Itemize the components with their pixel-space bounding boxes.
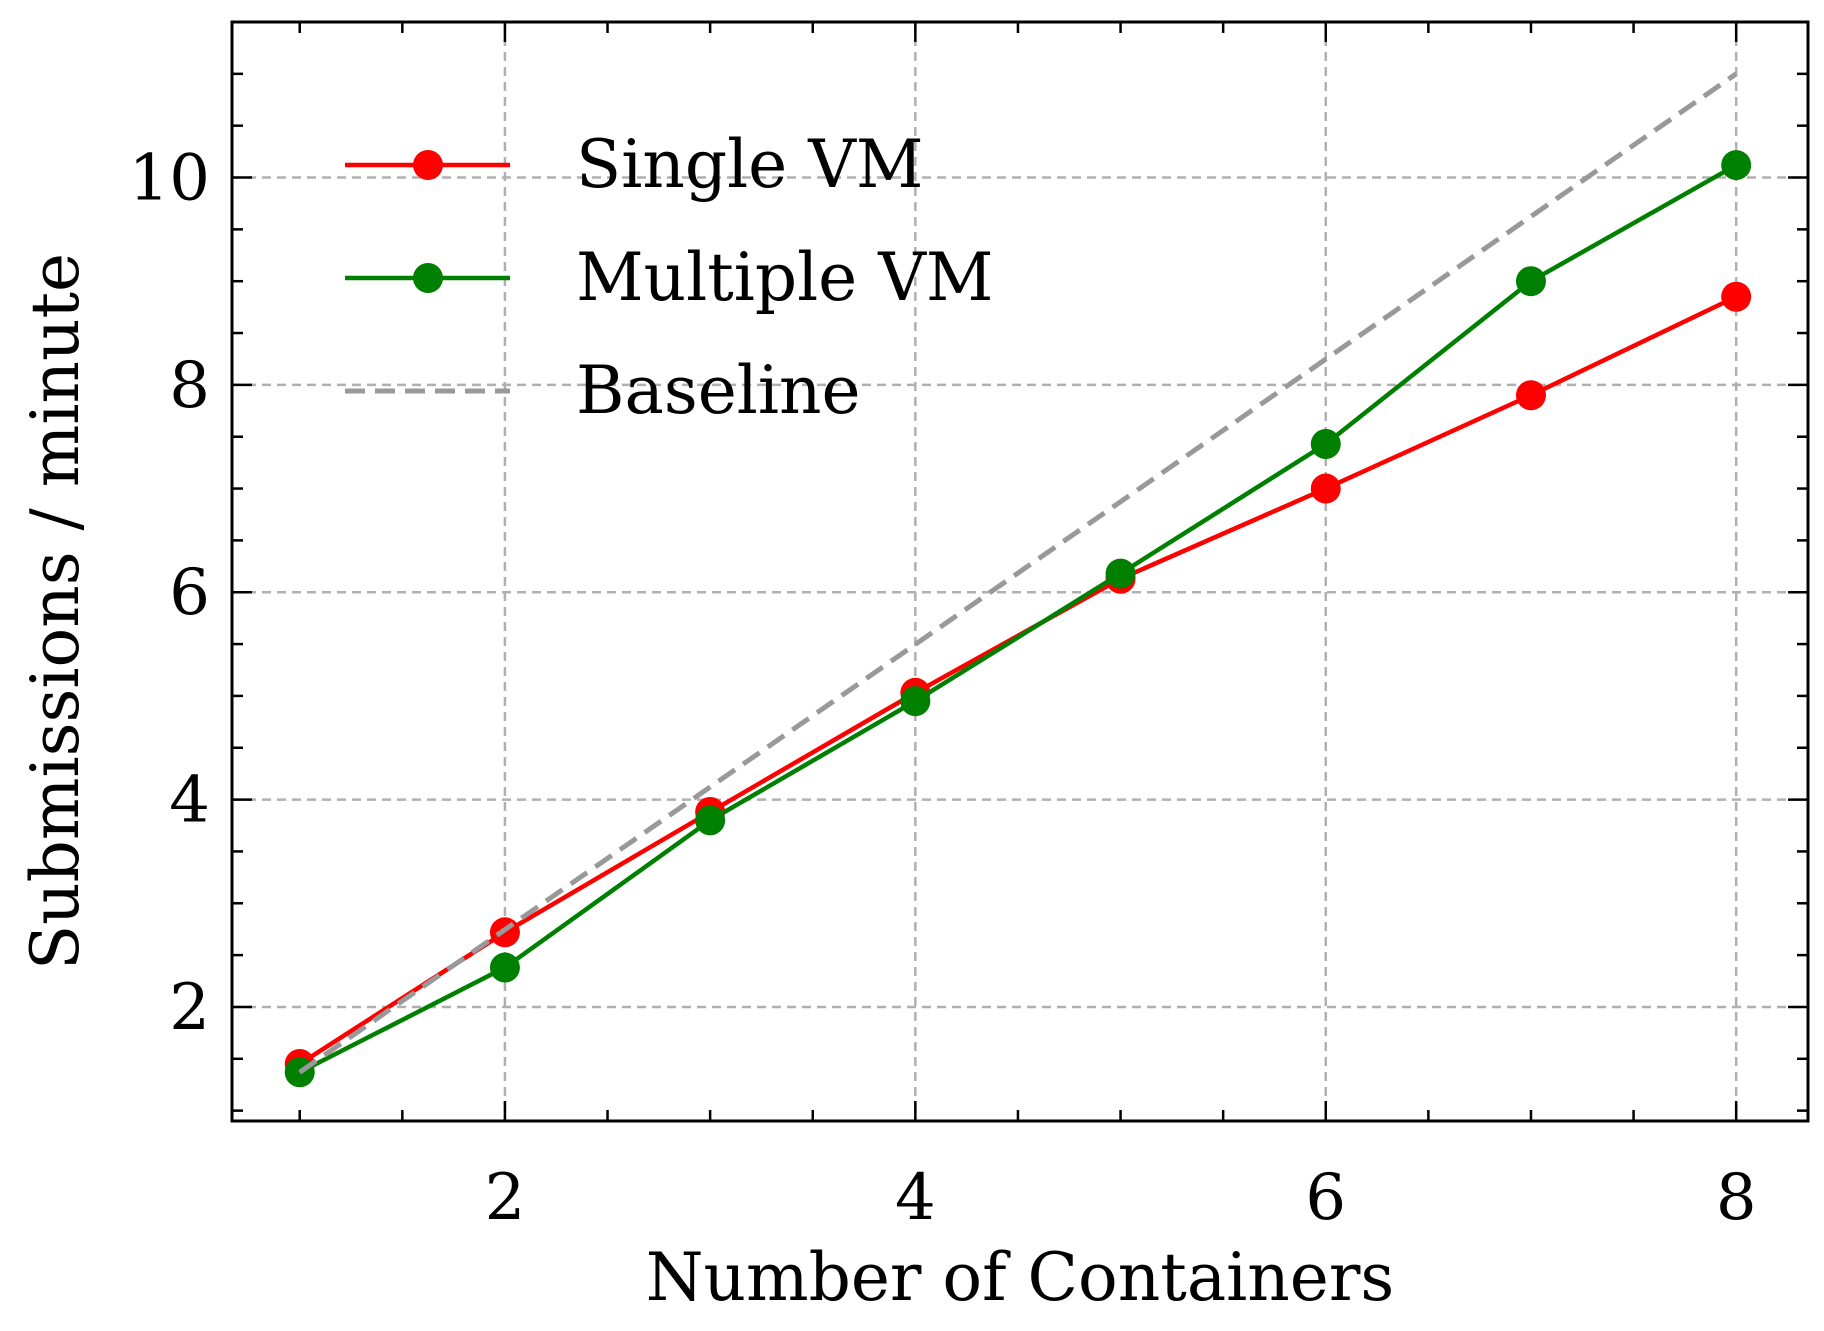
legend-item-baseline: Baseline bbox=[345, 352, 861, 429]
y-tick-label: 6 bbox=[169, 556, 210, 630]
data-point-multiple-vm bbox=[1105, 558, 1136, 589]
grid bbox=[232, 22, 1808, 1121]
x-tick-label: 6 bbox=[1305, 1161, 1346, 1235]
data-point-multiple-vm bbox=[695, 805, 726, 836]
data-point-single-vm bbox=[1515, 380, 1546, 411]
x-axis-title: Number of Containers bbox=[646, 1239, 1395, 1316]
data-point-multiple-vm bbox=[900, 686, 931, 717]
legend-swatch-marker bbox=[413, 263, 443, 293]
y-axis-title: Submissions / minute bbox=[17, 253, 94, 970]
data-point-multiple-vm bbox=[1310, 428, 1341, 459]
legend-label: Single VM bbox=[576, 126, 923, 203]
data-point-single-vm bbox=[1721, 281, 1752, 312]
series-layer bbox=[284, 71, 1752, 1088]
y-tick-label: 4 bbox=[169, 764, 210, 838]
data-point-single-vm bbox=[1310, 473, 1341, 504]
y-tick-label: 2 bbox=[169, 971, 210, 1045]
data-point-multiple-vm bbox=[1721, 150, 1752, 181]
data-point-multiple-vm bbox=[489, 952, 520, 983]
data-point-multiple-vm bbox=[1515, 266, 1546, 297]
y-tick-label: 10 bbox=[129, 142, 210, 216]
x-tick-label: 8 bbox=[1716, 1161, 1757, 1235]
series-line-multiple-vm bbox=[298, 163, 1738, 1075]
series-line-single-vm bbox=[298, 294, 1738, 1066]
legend-item-single-vm: Single VM bbox=[345, 126, 923, 203]
legend-label: Baseline bbox=[576, 352, 861, 429]
y-tick-label: 8 bbox=[169, 349, 210, 423]
series-line-baseline bbox=[298, 71, 1738, 1075]
legend-swatch-marker bbox=[413, 150, 443, 180]
axis-ticks bbox=[232, 20, 1808, 1121]
x-tick-label: 2 bbox=[485, 1161, 526, 1235]
plot-frame bbox=[230, 20, 1810, 1123]
legend: Single VM Multiple VM Baseline bbox=[345, 126, 993, 429]
tick-labels: 2 4 6 8 2 4 6 8 10 bbox=[129, 142, 1757, 1235]
legend-item-multiple-vm: Multiple VM bbox=[345, 239, 993, 316]
legend-label: Multiple VM bbox=[576, 239, 993, 316]
x-tick-label: 4 bbox=[895, 1161, 936, 1235]
